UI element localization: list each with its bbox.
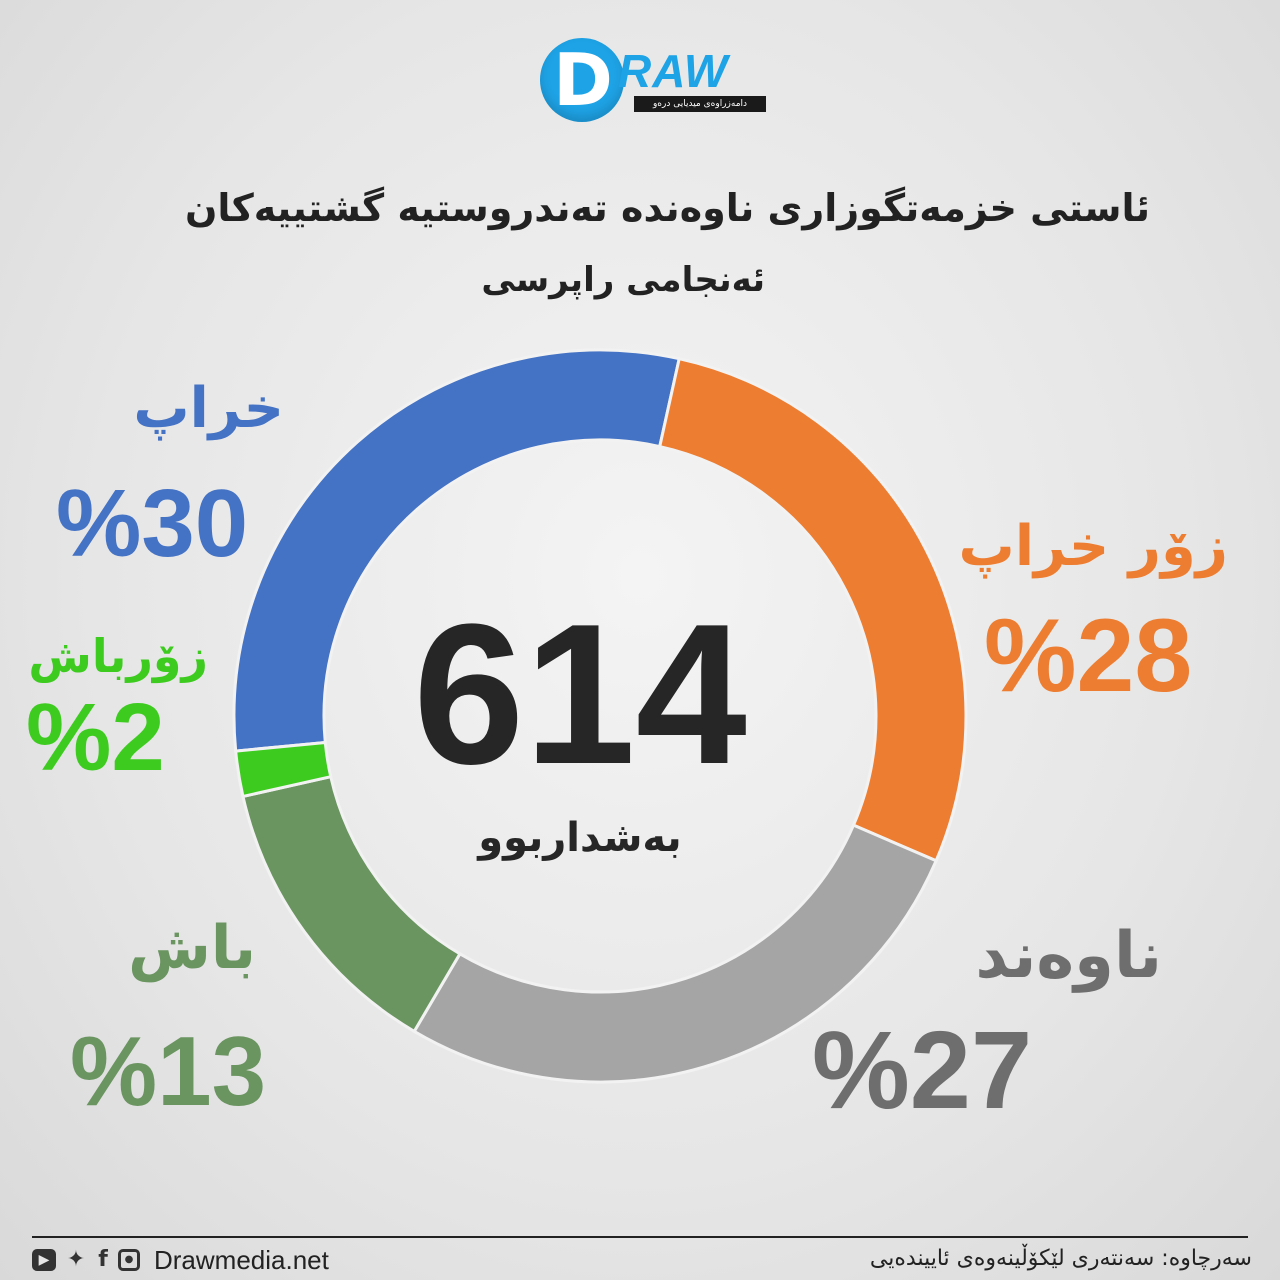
chart-subtitle: ئەنجامی راپرسی — [481, 260, 765, 300]
twitter-icon[interactable]: ✦ — [66, 1247, 86, 1272]
segment-bad — [232, 348, 682, 753]
logo-tagline: دامەزراوەی میدیایی درەو — [634, 96, 766, 112]
segment-very-good — [234, 740, 333, 799]
logo-letter: D — [553, 38, 613, 122]
logo-circle — [540, 38, 624, 122]
value-very-good: %2 — [26, 684, 165, 791]
social-links: ▶ ✦ f ● Drawmedia.net — [32, 1244, 329, 1276]
draw-logo: D RAW دامەزراوەی میدیایی درەو — [540, 38, 790, 128]
logo-word: RAW — [618, 45, 729, 97]
value-good: %13 — [70, 1016, 267, 1126]
label-bad: خراپ — [133, 376, 284, 441]
youtube-icon[interactable]: ▶ — [32, 1249, 56, 1271]
chart-title: ئاستی خزمەتگوزاری ناوەندە تەندروستیە گشت… — [184, 186, 1150, 230]
footer-divider — [32, 1236, 1248, 1238]
segment-very-bad — [657, 356, 968, 863]
label-average: ناوەند — [975, 919, 1162, 993]
facebook-icon[interactable]: f — [98, 1247, 108, 1272]
source-credit: سەرچاوە: سەنتەری لێکۆڵینەوەی ئاییندەیی — [869, 1246, 1252, 1271]
label-very-bad: زۆر خراپ — [958, 514, 1228, 579]
label-good: باش — [128, 913, 256, 983]
total-label: بەشداربوو — [478, 815, 682, 861]
website-link[interactable]: Drawmedia.net — [154, 1244, 329, 1275]
value-very-bad: %28 — [984, 598, 1193, 714]
segment-average — [412, 823, 939, 1084]
label-very-good: زۆرباش — [28, 629, 208, 683]
value-average: %27 — [812, 1009, 1033, 1132]
total-participants: 614 — [413, 583, 747, 806]
instagram-icon[interactable]: ● — [118, 1249, 140, 1271]
value-bad: %30 — [56, 470, 249, 577]
